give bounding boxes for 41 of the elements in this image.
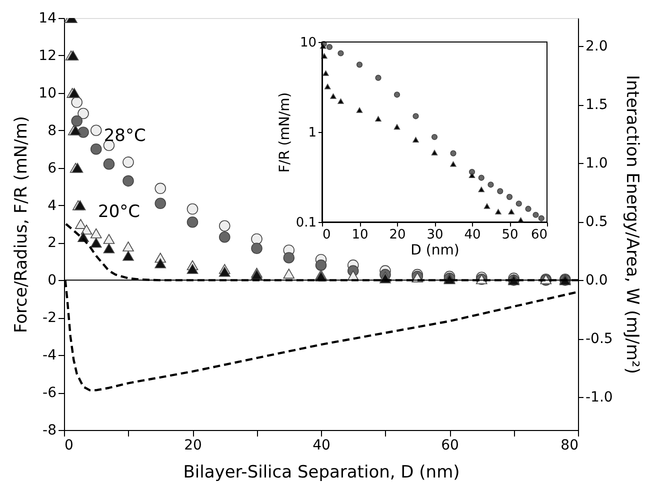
- y2-tick-label: -0.5: [586, 331, 613, 348]
- y-tick-label: 1: [308, 126, 316, 140]
- x-tick-label: 60: [530, 228, 548, 242]
- y-tick-label: -8: [42, 422, 56, 438]
- y2-tick-label: 0.0: [586, 272, 608, 289]
- y2-tick-label: 2.0: [586, 38, 608, 55]
- y-tick-label: 12: [38, 48, 56, 64]
- x-axis-title: D (nm): [410, 242, 460, 258]
- x-tick-label: 40: [464, 228, 481, 242]
- y2-tick-label: 1.5: [586, 97, 608, 114]
- y-tick-label: 6: [48, 160, 57, 176]
- y2-tick-label: -1.0: [586, 390, 613, 406]
- x-tick-label: 10: [352, 228, 368, 242]
- y-tick-label: 2: [48, 235, 56, 252]
- x-tick-label: 0: [64, 438, 74, 454]
- y-tick-label: 4: [48, 198, 57, 214]
- y-axis-title: Force/Radius, F/R (mN/m): [12, 116, 32, 334]
- y2-tick-label: 0.5: [586, 214, 608, 230]
- y2-tick-label: 1.0: [586, 156, 608, 172]
- y-tick-label: 14: [38, 10, 57, 26]
- y-tick-label: 10: [38, 85, 56, 102]
- x-tick-label: 30: [426, 228, 444, 242]
- y-tick-label: -2: [42, 310, 56, 326]
- y2-axis-title: Interaction Energy/Area, W (mJ/m²): [622, 75, 642, 374]
- x-axis-title: Bilayer-Silica Separation, D (nm): [183, 462, 460, 482]
- x-tick-label: 60: [441, 438, 459, 454]
- annotation: 20°C: [98, 202, 140, 222]
- y-tick-label: -4: [42, 348, 57, 364]
- y-tick-label: -6: [42, 385, 57, 402]
- x-tick-label: 0: [322, 228, 331, 242]
- x-tick-label: 50: [502, 228, 518, 242]
- x-tick-label: 40: [312, 438, 330, 454]
- y-tick-label: 10: [300, 36, 316, 50]
- y-axis-title: F/R (mN/m): [276, 92, 293, 173]
- x-tick-label: 20: [184, 438, 202, 454]
- annotation: 28°C: [104, 126, 146, 146]
- y-tick-label: 0: [48, 272, 56, 289]
- x-tick-label: 80: [560, 438, 578, 454]
- y-tick-label: 0.1: [296, 216, 316, 230]
- y-tick-label: 8: [48, 122, 56, 139]
- x-tick-label: 20: [389, 228, 406, 242]
